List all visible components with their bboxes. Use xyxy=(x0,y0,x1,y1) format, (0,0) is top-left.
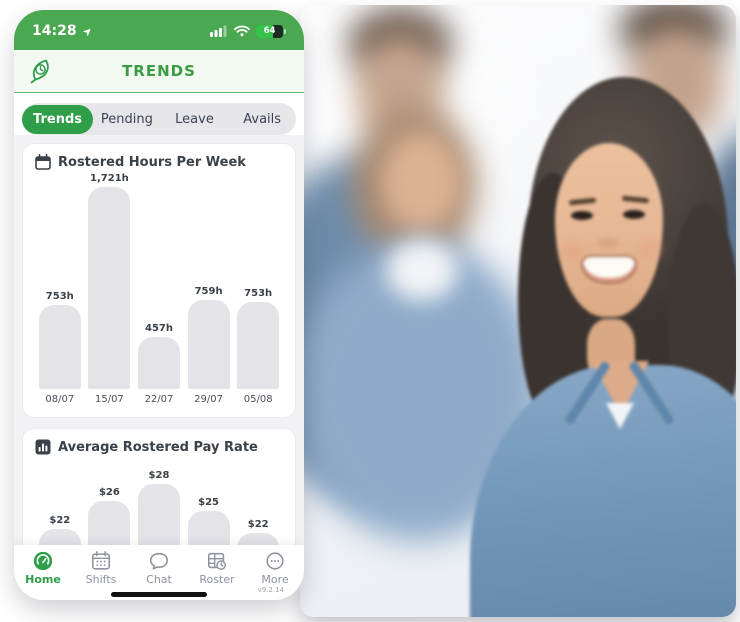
foreground-nurse xyxy=(300,5,736,617)
bar-value-label: $26 xyxy=(98,487,120,498)
nav-label: Shifts xyxy=(85,573,117,586)
bar-column: 753h 08/07 xyxy=(35,172,85,407)
bar-value-label: $28 xyxy=(148,470,170,481)
background-person-2-collar xyxy=(386,239,458,301)
home-indicator[interactable] xyxy=(111,592,207,597)
healthcare-team-photo xyxy=(300,5,736,617)
more-ellipsis-icon xyxy=(266,552,284,570)
bar xyxy=(38,305,81,389)
tab-leave[interactable]: Leave xyxy=(175,111,214,127)
bar-column: 457h 22/07 xyxy=(134,172,184,407)
wifi-icon xyxy=(234,25,250,37)
signal-icon xyxy=(210,25,227,37)
roster-grid-clock-icon xyxy=(207,552,226,570)
bar-value-label: $22 xyxy=(49,515,71,526)
nav-item-shifts[interactable]: Shifts xyxy=(72,550,130,586)
nurse-smile xyxy=(583,257,635,282)
card-title: Rostered Hours Per Week xyxy=(58,154,246,170)
app-body: Rostered Hours Per Week 753h 08/07 1,721… xyxy=(14,135,304,600)
calendar-icon xyxy=(35,154,51,170)
nurse-nose-shadow xyxy=(596,238,620,248)
battery-tip xyxy=(284,28,286,34)
bar-column: 1,721h 15/07 xyxy=(85,172,135,407)
tab-avails[interactable]: Avails xyxy=(243,111,282,127)
location-arrow-icon: ➤ xyxy=(79,23,96,39)
bar-value-label: 753h xyxy=(244,288,273,299)
chat-bubble-icon xyxy=(149,552,169,570)
page-title: TRENDS xyxy=(122,62,196,80)
tab-bar: Trends Pending Leave Avails xyxy=(22,103,296,135)
battery-percent: 64 xyxy=(263,26,276,36)
home-gauge-icon xyxy=(33,551,53,571)
bar-value-label: 759h xyxy=(194,286,223,297)
tab-trends[interactable]: Trends xyxy=(22,104,94,134)
battery-icon: 64 xyxy=(256,24,283,38)
card-title: Average Rostered Pay Rate xyxy=(58,439,258,455)
app-header: TRENDS xyxy=(14,50,304,93)
nav-label: Roster xyxy=(199,573,235,586)
nurse-cheek-left xyxy=(560,243,586,259)
tab-pending[interactable]: Pending xyxy=(100,111,153,127)
nurse-eye-right xyxy=(623,210,645,219)
bar-value-label: 1,721h xyxy=(90,173,129,184)
bar-chart-icon xyxy=(35,439,51,455)
bottom-nav-bar: Home Shifts Chat xyxy=(14,545,304,600)
bar-value-label: $25 xyxy=(198,497,220,508)
bar xyxy=(88,187,131,389)
app-version: v9.2.14 xyxy=(257,586,284,594)
hours-bar-chart: 753h 08/07 1,721h 15/07 457h 22/07 xyxy=(35,172,283,407)
bar-column: 759h 29/07 xyxy=(184,172,234,407)
status-bar: 14:28 ➤ 64 xyxy=(14,10,304,50)
bar-category-label: 05/08 xyxy=(243,394,273,405)
bar-category-label: 15/07 xyxy=(94,394,124,405)
nurse-face xyxy=(555,143,663,317)
nav-item-home[interactable]: Home xyxy=(14,550,72,586)
nav-label: Chat xyxy=(146,573,172,586)
bar-value-label: $22 xyxy=(247,519,269,530)
rostered-hours-card: Rostered Hours Per Week 753h 08/07 1,721… xyxy=(22,143,296,418)
clock-time: 14:28 xyxy=(32,23,77,39)
bar-category-label: 08/07 xyxy=(45,394,75,405)
bar-category-label: 29/07 xyxy=(194,394,223,405)
phone-app-frame: 14:28 ➤ 64 xyxy=(14,10,304,600)
nurse-cheek-right xyxy=(636,241,662,257)
battery-fill xyxy=(256,24,274,38)
bar-value-label: 457h xyxy=(144,323,173,334)
nav-item-roster[interactable]: Roster xyxy=(188,550,246,586)
bar xyxy=(237,302,280,389)
background-person-2-face xyxy=(382,133,460,231)
bar-column: 753h 05/08 xyxy=(233,172,283,407)
leaf-clock-logo-icon xyxy=(26,57,53,88)
bar-value-label: 753h xyxy=(45,291,74,302)
shifts-calendar-icon xyxy=(91,551,111,570)
nav-label: Home xyxy=(25,573,61,586)
bar xyxy=(137,337,180,389)
nurse-eye-left xyxy=(571,211,593,220)
nav-item-more[interactable]: More xyxy=(246,550,304,586)
nav-label: More xyxy=(261,573,289,586)
bar-category-label: 22/07 xyxy=(144,394,174,405)
nurse-scrubs-torso xyxy=(470,365,736,617)
nav-item-chat[interactable]: Chat xyxy=(130,550,188,586)
bar xyxy=(187,300,230,389)
